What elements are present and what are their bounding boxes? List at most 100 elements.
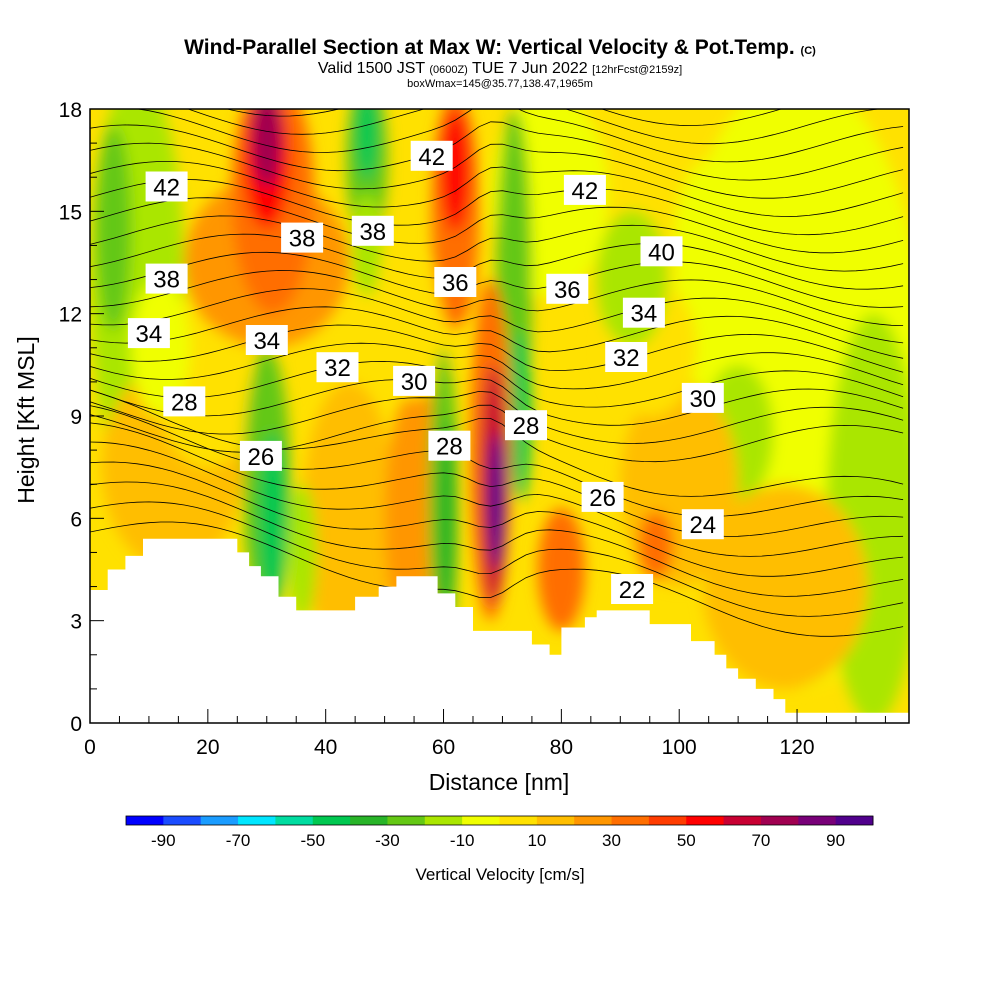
theta-contour-label: 34 bbox=[127, 318, 170, 349]
colorbar-tick-label: 30 bbox=[602, 831, 621, 850]
colorbar-swatch bbox=[350, 816, 388, 825]
terrain-mask bbox=[90, 538, 909, 723]
colorbar-label: Vertical Velocity [cm/s] bbox=[415, 865, 584, 884]
theta-contour-label: 24 bbox=[681, 509, 724, 540]
theta-contour-label-text: 22 bbox=[619, 577, 646, 604]
theta-contour-label-text: 38 bbox=[289, 226, 316, 253]
field-region bbox=[488, 433, 505, 570]
theta-contour-label-text: 34 bbox=[136, 321, 163, 348]
copyright-mark: (C) bbox=[800, 45, 816, 57]
x-tick-label: 80 bbox=[550, 736, 573, 759]
theta-contour-label-text: 36 bbox=[554, 277, 581, 304]
colorbar-tick-label: 50 bbox=[677, 831, 696, 850]
theta-contour-line bbox=[90, 441, 904, 557]
theta-contour-label-text: 28 bbox=[513, 413, 540, 440]
theta-contour-label-text: 36 bbox=[442, 270, 469, 297]
field-region bbox=[257, 433, 288, 604]
x-axis-label: Distance [nm] bbox=[429, 769, 570, 795]
box-info: boxWmax=145@35.77,138.47,1965m bbox=[407, 78, 593, 90]
theta-contour-line bbox=[90, 360, 904, 408]
x-tick-label: 120 bbox=[780, 736, 815, 759]
field-region bbox=[302, 381, 397, 655]
theta-contour-label-text: 42 bbox=[418, 144, 445, 171]
colorbar-swatch bbox=[238, 816, 276, 825]
field-region bbox=[440, 109, 471, 232]
theta-contour-line bbox=[90, 501, 904, 617]
theta-contour-line bbox=[90, 121, 904, 181]
field-region bbox=[673, 160, 745, 331]
subtitle-utc: (0600Z) bbox=[429, 64, 468, 76]
colorbar-swatch bbox=[648, 816, 687, 825]
theta-contour-label: 42 bbox=[145, 171, 188, 202]
x-tick-label: 40 bbox=[314, 736, 337, 759]
theta-contour-label: 22 bbox=[611, 574, 654, 604]
theta-contour-line bbox=[90, 342, 904, 390]
chart-title: Wind-Parallel Section at Max W: Vertical… bbox=[0, 36, 1000, 60]
colorbar: -90 -70 -50 -30 -10 10 30 50 70 90 bbox=[125, 815, 874, 850]
colorbar-tick-label: 90 bbox=[826, 831, 845, 850]
theta-contour-label: 38 bbox=[281, 222, 324, 253]
theta-contour-label: 30 bbox=[681, 382, 724, 413]
colorbar-swatch bbox=[760, 816, 799, 825]
colorbar-swatch bbox=[387, 816, 426, 825]
theta-contour-labels: 42 42 42 38 38 38 40 36 36 34 34 34 32 32 30 30 28 28 28 26… bbox=[127, 140, 724, 604]
x-tick-label: 60 bbox=[432, 736, 455, 759]
theta-contour-label-text: 24 bbox=[689, 512, 716, 539]
theta-contour-label-text: 34 bbox=[631, 301, 658, 328]
theta-contour-label-text: 32 bbox=[613, 345, 640, 372]
colorbar-tick-label: -50 bbox=[301, 831, 326, 850]
colorbar-tick-label: -10 bbox=[450, 831, 475, 850]
x-tick-label: 20 bbox=[196, 736, 219, 759]
theta-contour-label: 26 bbox=[581, 481, 624, 512]
theta-contour-label: 34 bbox=[245, 325, 288, 355]
y-tick-label: 6 bbox=[70, 508, 82, 531]
field-region bbox=[95, 126, 132, 331]
theta-contour-line bbox=[90, 521, 904, 637]
subtitle-date: TUE 7 Jun 2022 bbox=[472, 60, 588, 77]
theta-contour-label-text: 42 bbox=[572, 178, 599, 205]
field-region bbox=[355, 109, 379, 181]
colorbar-swatch bbox=[798, 816, 837, 825]
colorbar-tick-label: 10 bbox=[527, 831, 546, 850]
theta-contour-line bbox=[90, 461, 904, 577]
theta-contour-line bbox=[90, 251, 904, 308]
y-tick-label: 18 bbox=[59, 99, 82, 122]
x-tick-label: 100 bbox=[662, 736, 697, 759]
theta-contour-line bbox=[90, 33, 903, 89]
theta-contour-label: 40 bbox=[640, 236, 683, 267]
colorbar-tick-label: -90 bbox=[151, 831, 176, 850]
colorbar-swatch bbox=[312, 816, 351, 825]
theta-contour-label-text: 28 bbox=[171, 389, 198, 416]
subtitle-valid: Valid 1500 JST bbox=[317, 60, 425, 77]
colorbar-swatch bbox=[611, 816, 650, 825]
colorbar-swatch bbox=[723, 816, 762, 825]
theta-contour-label: 30 bbox=[393, 365, 436, 396]
field-region bbox=[437, 415, 456, 621]
theta-contour-label-text: 30 bbox=[401, 369, 428, 396]
theta-contour-label: 42 bbox=[410, 140, 453, 171]
y-tick-label: 9 bbox=[70, 406, 82, 429]
colorbar-swatch bbox=[574, 816, 613, 825]
colorbar-swatch bbox=[462, 816, 500, 825]
colorbar-swatch bbox=[126, 816, 164, 825]
theta-contour-label: 32 bbox=[605, 342, 648, 372]
theta-contour-line bbox=[90, 270, 904, 326]
theta-contour-label: 36 bbox=[546, 273, 589, 304]
colorbar-swatch bbox=[499, 816, 538, 825]
x-tick-label: 0 bbox=[84, 736, 96, 759]
theta-contour-line bbox=[90, 378, 904, 426]
theta-contour-line bbox=[90, 142, 904, 199]
theta-contour-line bbox=[90, 288, 904, 344]
colorbar-swatch bbox=[200, 816, 239, 825]
theta-contour-label: 38 bbox=[351, 215, 394, 246]
theta-contour-label: 36 bbox=[434, 267, 477, 297]
y-tick-label: 15 bbox=[59, 201, 82, 224]
theta-contour-label-text: 40 bbox=[648, 239, 675, 266]
theta-contour-label-text: 34 bbox=[253, 328, 280, 355]
theta-contour-label-text: 38 bbox=[153, 267, 180, 294]
colorbar-swatch bbox=[275, 816, 314, 825]
theta-contour-label-text: 26 bbox=[248, 444, 275, 471]
theta-contour-line bbox=[90, 324, 904, 373]
